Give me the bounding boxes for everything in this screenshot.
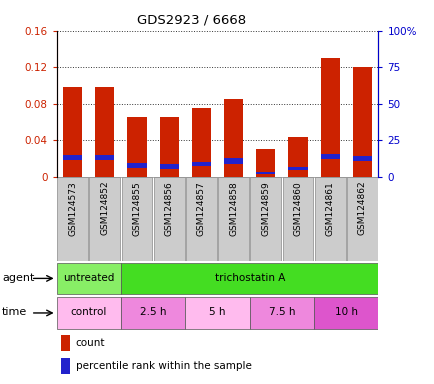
Text: GSM124856: GSM124856	[164, 181, 173, 236]
Text: GSM124852: GSM124852	[100, 181, 109, 235]
Bar	[191, 108, 210, 177]
Bar	[127, 118, 146, 177]
Bar	[346, 177, 377, 261]
Text: 10 h: 10 h	[334, 307, 357, 317]
Bar	[191, 162, 210, 166]
Bar	[61, 358, 70, 374]
Bar	[185, 297, 249, 328]
Text: untreated: untreated	[63, 273, 114, 283]
Bar	[224, 99, 243, 177]
Text: control: control	[70, 307, 107, 317]
Bar	[159, 164, 178, 169]
Bar	[121, 263, 378, 294]
Text: trichostatin A: trichostatin A	[214, 273, 284, 283]
Bar	[352, 156, 371, 161]
Bar	[159, 118, 178, 177]
Bar	[256, 149, 275, 177]
Text: percentile rank within the sample: percentile rank within the sample	[76, 361, 251, 371]
Bar	[95, 87, 114, 177]
Text: GDS2923 / 6668: GDS2923 / 6668	[137, 14, 246, 27]
Bar	[288, 136, 307, 177]
Bar	[249, 297, 313, 328]
Bar	[61, 335, 70, 351]
Text: GSM124859: GSM124859	[261, 181, 270, 236]
Bar	[95, 155, 114, 160]
Bar	[320, 58, 339, 177]
Bar	[121, 177, 152, 261]
Text: GSM124858: GSM124858	[229, 181, 237, 236]
Text: time: time	[2, 307, 27, 317]
Bar	[256, 172, 275, 174]
Bar	[56, 297, 121, 328]
Bar	[63, 155, 82, 160]
Bar	[63, 87, 82, 177]
Bar	[127, 164, 146, 168]
Bar	[352, 67, 371, 177]
Bar	[57, 177, 88, 261]
Bar	[185, 177, 217, 261]
Text: 2.5 h: 2.5 h	[140, 307, 166, 317]
Text: GSM124573: GSM124573	[68, 181, 77, 236]
Bar	[56, 263, 121, 294]
Bar	[314, 177, 345, 261]
Bar	[250, 177, 281, 261]
Bar	[320, 154, 339, 159]
Bar	[288, 167, 307, 170]
Bar	[89, 177, 120, 261]
Bar	[224, 158, 243, 164]
Text: GSM124855: GSM124855	[132, 181, 141, 236]
Text: 7.5 h: 7.5 h	[268, 307, 294, 317]
Text: 5 h: 5 h	[209, 307, 225, 317]
Bar	[121, 297, 185, 328]
Text: GSM124861: GSM124861	[325, 181, 334, 236]
Text: count: count	[76, 338, 105, 348]
Bar	[217, 177, 249, 261]
Text: GSM124860: GSM124860	[293, 181, 302, 236]
Bar	[282, 177, 313, 261]
Bar	[313, 297, 378, 328]
Bar	[153, 177, 184, 261]
Text: agent: agent	[2, 273, 34, 283]
Text: GSM124857: GSM124857	[197, 181, 205, 236]
Text: GSM124862: GSM124862	[357, 181, 366, 235]
